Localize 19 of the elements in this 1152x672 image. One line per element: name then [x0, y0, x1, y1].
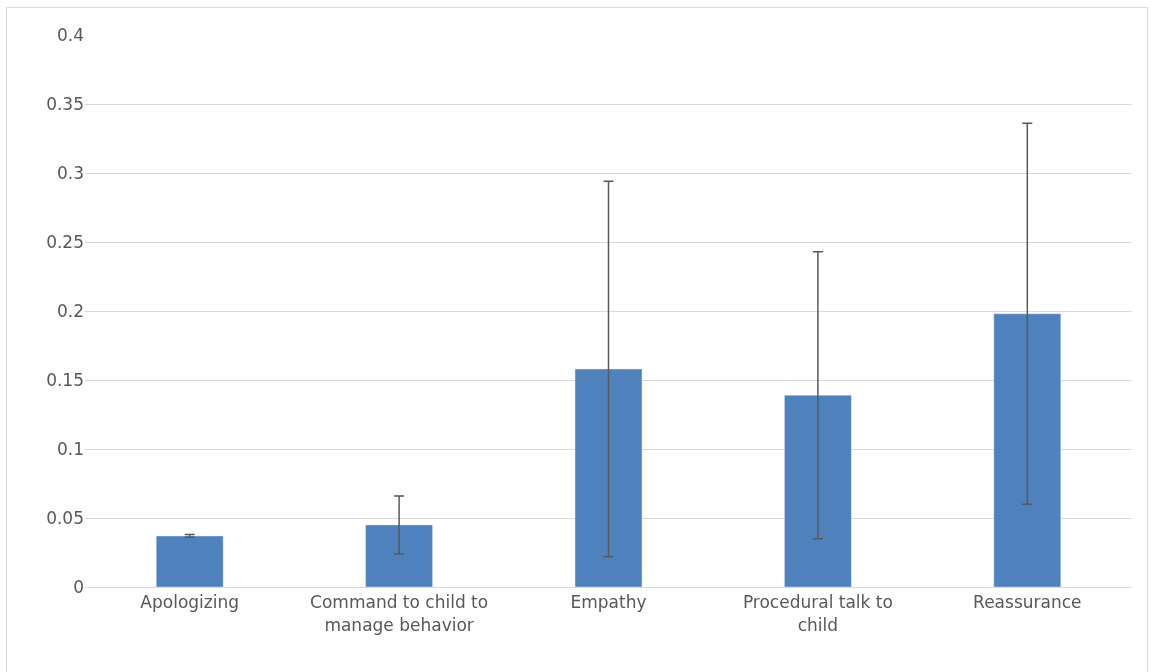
bar [365, 524, 433, 587]
x-tick-label: Apologizing [140, 592, 240, 613]
x-tick-label: Command to child to manage behavior [310, 592, 489, 635]
bar [155, 535, 224, 587]
y-tick-label: 0.25 [46, 231, 84, 252]
y-tick-label: 0.4 [56, 24, 84, 45]
y-tick-label: 0.2 [56, 300, 84, 321]
y-tick-label: 0.35 [46, 93, 84, 114]
y-tick-label: 0.05 [46, 507, 84, 528]
x-tick-label: Empathy [570, 592, 647, 613]
bar [993, 313, 1062, 587]
x-tick-label: Procedural talk to child [742, 592, 893, 635]
x-tick-label: Reassurance [973, 592, 1082, 613]
y-tick-label: 0.3 [56, 162, 84, 183]
bar [574, 368, 643, 587]
bar [784, 394, 852, 587]
y-tick-label: 0.15 [46, 369, 84, 390]
y-tick-label: 0 [73, 576, 84, 597]
y-tick-label: 0.1 [56, 438, 84, 459]
